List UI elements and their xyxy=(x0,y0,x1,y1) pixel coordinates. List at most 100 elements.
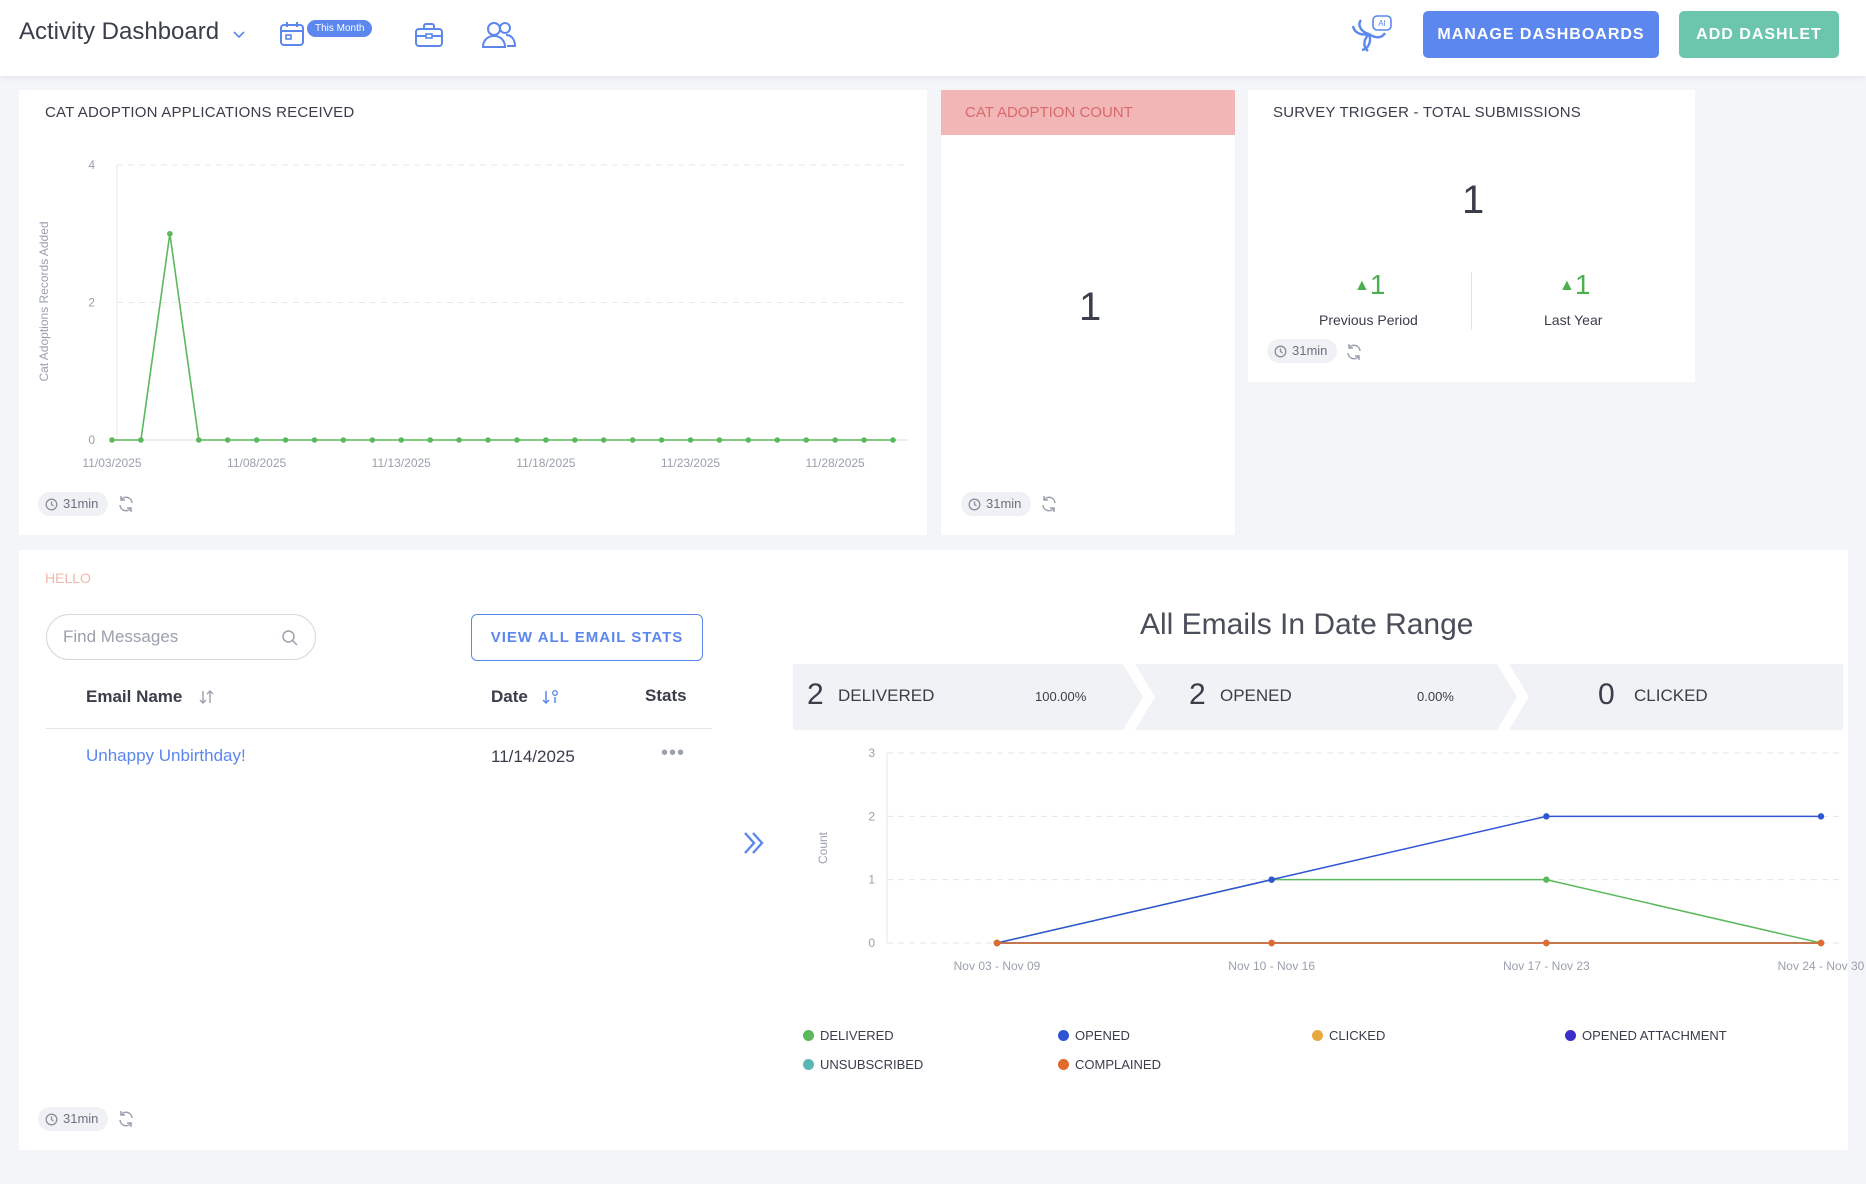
search-box xyxy=(46,614,316,660)
data-point xyxy=(427,437,433,443)
email-activity-chart: 0 1 2 3 Count Nov 03 - Nov 09 Nov 10 - Nov 16 N… xyxy=(816,746,1865,973)
email-date: 11/14/2025 xyxy=(491,747,575,766)
refresh-time-label: 31min xyxy=(63,1111,99,1126)
last-year-delta: ▲1 xyxy=(1559,269,1591,300)
y-tick-label: 4 xyxy=(88,158,95,172)
email-dashlet: HELLO VIEW ALL EMAIL STATS Email Name Da… xyxy=(19,550,1865,1150)
refresh-time-chip: 31min xyxy=(38,492,109,516)
data-point xyxy=(572,437,578,443)
summary-delivered[interactable]: 2 DELIVERED 100.00% xyxy=(793,664,1143,730)
data-point xyxy=(138,437,144,443)
data-point xyxy=(369,437,376,443)
survey-value: 1 xyxy=(1462,178,1485,222)
search-input[interactable] xyxy=(63,625,263,649)
legend-swatch xyxy=(1565,1030,1576,1041)
last-year-label: Last Year xyxy=(1544,312,1603,328)
clock-icon xyxy=(968,498,981,510)
legend-swatch xyxy=(1058,1030,1069,1041)
refresh-icon[interactable] xyxy=(1344,342,1364,362)
opened-count: 2 xyxy=(1189,678,1206,711)
survey-title: SURVEY TRIGGER - TOTAL SUBMISSIONS xyxy=(1273,104,1581,121)
clock-icon xyxy=(45,1113,58,1125)
x-tick-label: Nov 03 - Nov 09 xyxy=(954,959,1041,973)
svg-text:AI: AI xyxy=(1378,19,1386,28)
summary-opened[interactable]: 2 OPENED 0.00% xyxy=(1135,664,1517,730)
previous-period-label: Previous Period xyxy=(1319,312,1418,328)
up-triangle-icon: ▲ xyxy=(1559,277,1575,294)
legend-item[interactable]: OPENED xyxy=(1058,1028,1130,1043)
applications-dashlet: CAT ADOPTION APPLICATIONS RECEIVED 0 2 4 11… xyxy=(19,90,927,535)
sort-descending-icon[interactable] xyxy=(541,688,561,706)
data-point xyxy=(167,230,173,237)
y-tick-label: 2 xyxy=(88,296,95,310)
data-point xyxy=(890,437,896,443)
users-icon[interactable] xyxy=(481,20,517,50)
data-point xyxy=(1543,876,1550,883)
legend-swatch xyxy=(1058,1059,1069,1070)
x-tick-label: Nov 17 - Nov 23 xyxy=(1503,959,1590,973)
manage-dashboards-button[interactable]: MANAGE DASHBOARDS xyxy=(1423,11,1659,58)
briefcase-icon[interactable] xyxy=(414,22,444,48)
data-point xyxy=(658,437,665,443)
refresh-icon[interactable] xyxy=(1039,494,1059,514)
data-point xyxy=(514,437,520,443)
data-point xyxy=(253,437,260,443)
adoption-count-value: 1 xyxy=(1079,285,1102,329)
column-stats: Stats xyxy=(645,686,687,705)
data-point xyxy=(485,437,491,443)
x-tick-label: Nov 24 - Nov 30 xyxy=(1778,959,1865,973)
x-tick-label: 11/08/2025 xyxy=(227,456,286,470)
legend-item[interactable]: CLICKED xyxy=(1312,1028,1385,1043)
ai-assistant-icon[interactable]: AI xyxy=(1349,14,1393,56)
double-chevron-right-icon[interactable] xyxy=(739,828,769,858)
data-point xyxy=(311,437,318,443)
legend-item[interactable]: OPENED ATTACHMENT xyxy=(1565,1028,1727,1043)
applications-chart: 0 2 4 11/03/2025 11/08/2025 11/13/2025 11/18/2… xyxy=(37,158,907,470)
search-icon[interactable] xyxy=(281,629,299,647)
chevron-down-icon[interactable] xyxy=(230,26,248,44)
period-badge[interactable]: This Month xyxy=(307,20,373,37)
view-all-email-stats-button[interactable]: VIEW ALL EMAIL STATS xyxy=(471,614,703,661)
divider xyxy=(1471,272,1472,330)
refresh-time-chip: 31min xyxy=(961,492,1032,516)
legend-item[interactable]: UNSUBSCRIBED xyxy=(803,1057,923,1072)
clicked-label: CLICKED xyxy=(1634,686,1708,705)
data-point xyxy=(832,437,838,443)
refresh-time-chip: 31min xyxy=(38,1107,109,1131)
data-point xyxy=(109,437,115,443)
email-name-link[interactable]: Unhappy Unbirthday! xyxy=(86,746,246,765)
x-tick-label: 11/28/2025 xyxy=(806,456,865,470)
refresh-icon[interactable] xyxy=(116,494,136,514)
top-bar: Activity Dashboard This Month AI MANAGE … xyxy=(0,0,1866,76)
legend-item[interactable]: DELIVERED xyxy=(803,1028,894,1043)
clock-icon xyxy=(45,498,58,510)
sort-icon[interactable] xyxy=(198,688,216,706)
refresh-icon[interactable] xyxy=(116,1109,136,1129)
data-point xyxy=(195,437,202,443)
data-point xyxy=(224,437,231,443)
legend-label: OPENED ATTACHMENT xyxy=(1582,1028,1727,1043)
opened-label: OPENED xyxy=(1220,686,1292,705)
refresh-time-label: 31min xyxy=(63,496,99,511)
data-point xyxy=(600,437,607,443)
page-title[interactable]: Activity Dashboard xyxy=(19,18,220,45)
adoption-count-dashlet: CAT ADOPTION COUNT 1 31min xyxy=(941,90,1235,535)
refresh-time-label: 31min xyxy=(986,496,1022,511)
data-point xyxy=(774,437,781,443)
column-email-name[interactable]: Email Name xyxy=(86,687,183,706)
data-point xyxy=(803,437,810,443)
legend-item[interactable]: COMPLAINED xyxy=(1058,1057,1161,1072)
summary-clicked[interactable]: 0 CLICKED xyxy=(1509,664,1843,730)
calendar-icon[interactable] xyxy=(278,20,306,48)
y-tick-label: 3 xyxy=(868,746,875,760)
data-point xyxy=(993,939,1001,947)
delivered-count: 2 xyxy=(807,678,824,711)
column-date[interactable]: Date xyxy=(491,687,528,706)
data-point xyxy=(1543,939,1550,947)
add-dashlet-button[interactable]: ADD DASHLET xyxy=(1679,11,1839,58)
series-line xyxy=(112,233,893,441)
more-options-icon[interactable]: ••• xyxy=(661,742,686,764)
x-tick-label: 11/23/2025 xyxy=(661,456,720,470)
table-header-divider xyxy=(46,728,712,729)
data-point xyxy=(398,437,405,443)
